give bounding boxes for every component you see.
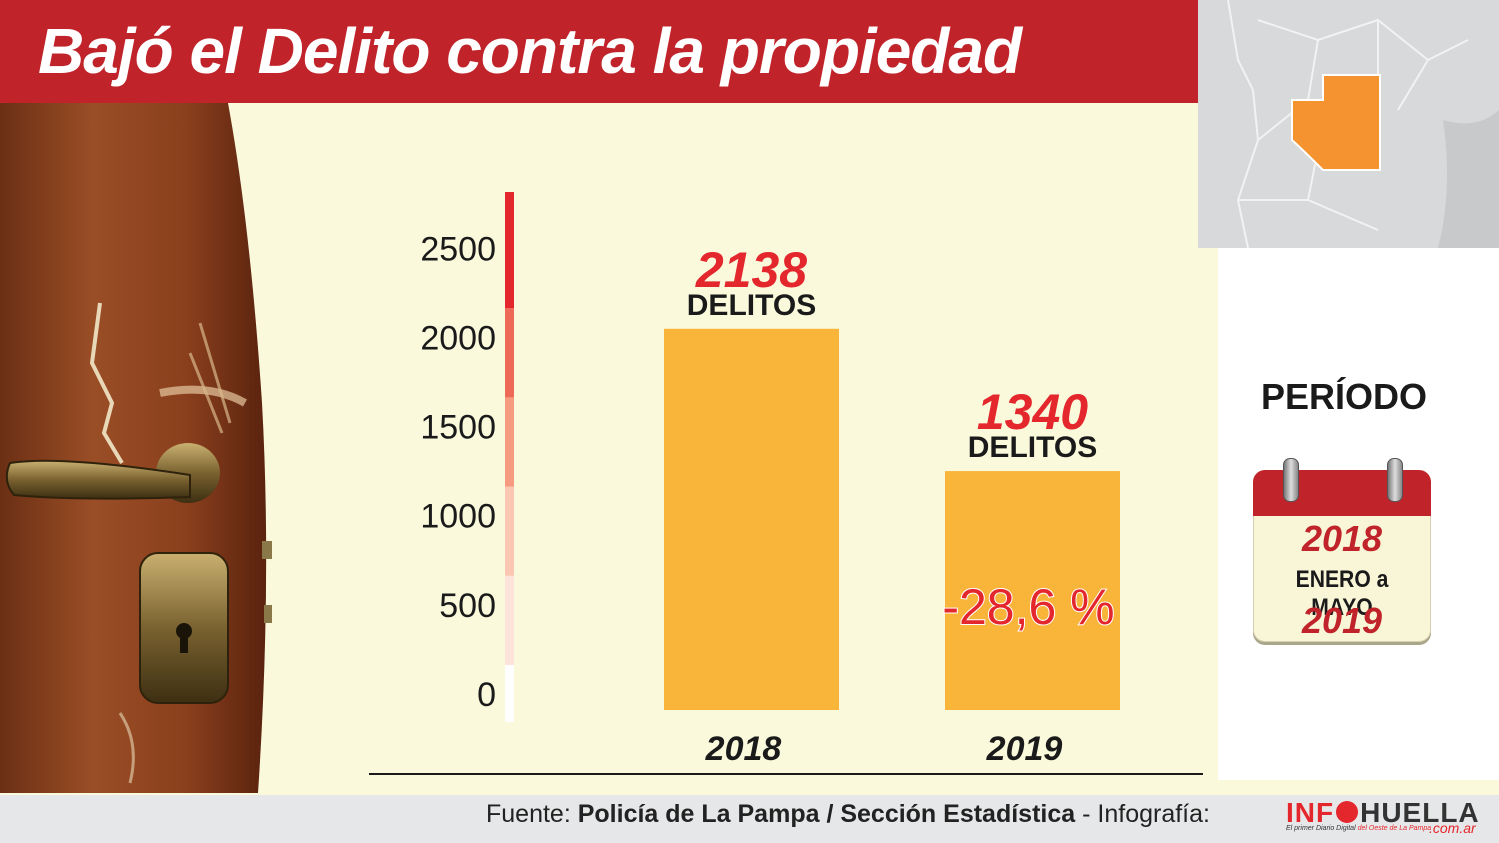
argentina-map — [1198, 0, 1499, 248]
y-scale-strip — [505, 192, 514, 722]
logo-huella-text: HUELLA — [1360, 797, 1480, 828]
change-percent-label: -28,6 % — [942, 579, 1114, 635]
y-axis-ticks: 0 500 1000 1500 2000 2500 — [420, 230, 496, 714]
source-line: Fuente: Policía de La Pampa / Sección Es… — [486, 800, 1210, 829]
scale-segment — [505, 486, 514, 576]
calendar-ring-right — [1387, 458, 1403, 502]
y-tick-label: 2000 — [420, 319, 496, 357]
infografia-label: - Infografía: — [1082, 800, 1210, 828]
period-heading: PERÍODO — [1260, 376, 1428, 417]
calendar-header — [1253, 470, 1431, 516]
y-tick-label: 1500 — [420, 409, 496, 447]
bar-unit-label: DELITOS — [968, 431, 1097, 464]
y-tick-label: 500 — [439, 587, 496, 625]
scale-segment — [505, 664, 514, 722]
bar — [664, 328, 839, 710]
scale-segment — [505, 575, 514, 665]
source-prefix: Fuente: — [486, 800, 571, 828]
period-range: ENERO a MAYO — [1295, 566, 1389, 621]
y-tick-label: 1000 — [420, 498, 496, 536]
x-tick-label: 2019 — [986, 730, 1063, 768]
door-photo — [0, 103, 272, 793]
y-tick-label: 2500 — [420, 230, 496, 268]
footer-bar — [0, 795, 1499, 843]
logo-domain: .com.ar — [1429, 820, 1476, 836]
scale-segment — [505, 192, 514, 309]
y-tick-label: 0 — [477, 676, 496, 714]
calendar-ring-left — [1283, 458, 1299, 502]
logo-info-text: INF — [1286, 797, 1335, 828]
infohuella-logo[interactable]: INF HUELLA El primer Diario Digital del O… — [1284, 797, 1484, 837]
logo-dot-icon — [1336, 801, 1359, 823]
source-name: Policía de La Pampa / Sección Estadístic… — [577, 800, 1076, 828]
bar-unit-label: DELITOS — [687, 289, 816, 322]
scale-segment — [505, 308, 514, 398]
x-tick-label: 2018 — [705, 730, 782, 768]
period-year-end: 2019 — [1301, 600, 1383, 641]
logo-tagline-red: del Oeste de La Pampa — [1357, 825, 1432, 832]
logo-tagline-dark: El primer Diario Digital — [1286, 825, 1356, 832]
bar — [945, 471, 1120, 710]
bar-value-label: 2138 — [695, 242, 807, 298]
page-title: Bajó el Delito contra la propiedad — [38, 15, 1022, 87]
la-pampa-region — [1291, 74, 1381, 171]
title-bar: Bajó el Delito contra la propiedad — [0, 0, 1198, 103]
scale-segment — [505, 397, 514, 487]
bar-value-label: 1340 — [977, 384, 1088, 440]
calendar-icon: 2018 ENERO a MAYO 2019 — [1253, 458, 1431, 644]
period-year-start: 2018 — [1301, 518, 1383, 559]
logo-tagline: El primer Diario Digital del Oeste de La… — [1286, 825, 1431, 832]
